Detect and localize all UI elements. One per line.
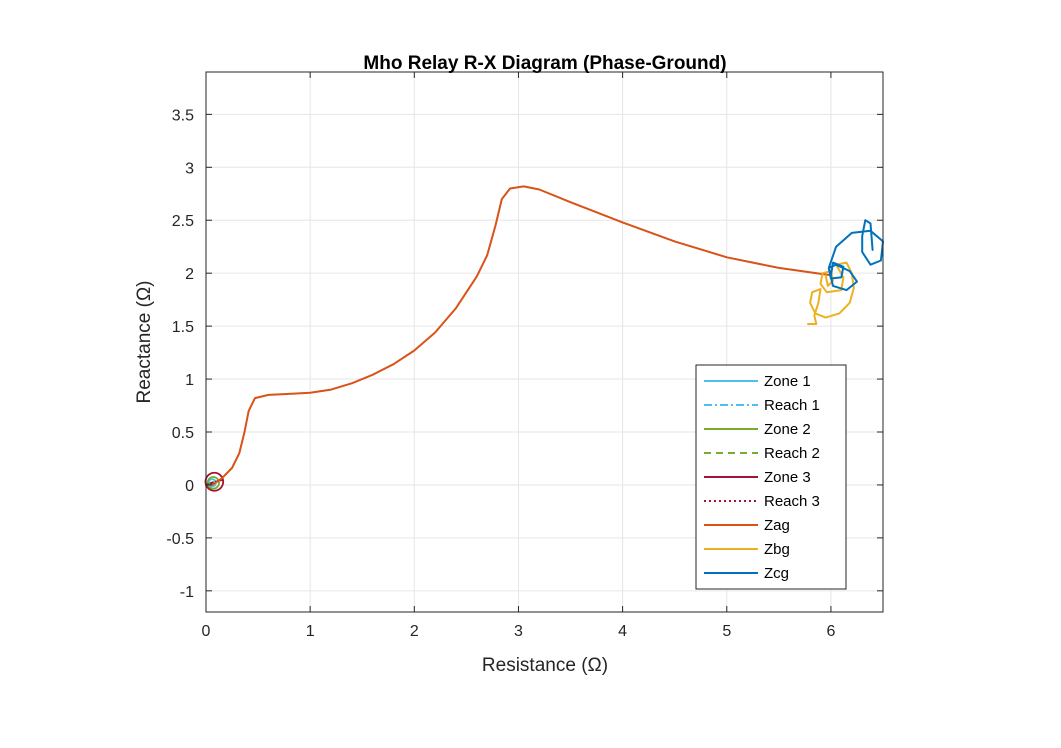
y-tick-label: 3.5: [172, 107, 194, 124]
legend-label-reach-3: Reach 3: [764, 493, 820, 510]
y-tick-label: 1.5: [172, 319, 194, 336]
y-axis-label: Reactance (Ω): [134, 281, 155, 404]
legend-label-zbg: Zbg: [764, 541, 790, 558]
y-tick-label: -1: [180, 584, 194, 601]
x-tick-label: 0: [202, 623, 211, 640]
legend-label-zone-3: Zone 3: [764, 469, 811, 486]
legend-label-zcg: Zcg: [764, 565, 789, 582]
y-tick-label: 3: [185, 160, 194, 177]
y-tick-label: 0.5: [172, 425, 194, 442]
y-tick-label: 0: [185, 478, 194, 495]
zcg-line: [827, 219, 884, 292]
legend-label-zag: Zag: [764, 517, 790, 534]
y-tick-label: 1: [185, 372, 194, 389]
x-tick-label: 2: [410, 623, 419, 640]
zone-3-circle: [204, 471, 225, 492]
ticks: 0 1 2 3 4 5 6 -1 -0.5 0 0.5 1 1.5 2 2.5 3 3.5: [166, 72, 883, 640]
legend-label-reach-1: Reach 1: [764, 397, 820, 414]
plot-area-frame: [205, 71, 884, 613]
y-tick-label: 2.5: [172, 213, 194, 230]
x-axis-label: Resistance (Ω): [482, 655, 608, 676]
zbg-line: [807, 261, 855, 325]
legend-label-zone-2: Zone 2: [764, 421, 811, 438]
zag-line: [211, 185, 832, 486]
x-tick-label: 5: [722, 623, 731, 640]
plot-series: [204, 185, 884, 492]
y-tick-label: 2: [185, 266, 194, 283]
x-tick-label: 1: [306, 623, 315, 640]
legend-label-reach-2: Reach 2: [764, 445, 820, 462]
x-tick-label: 4: [618, 623, 627, 640]
y-tick-label: -0.5: [166, 531, 194, 548]
x-tick-label: 3: [514, 623, 523, 640]
grid: [205, 72, 883, 612]
zone-2-circle: [206, 476, 220, 490]
x-tick-label: 6: [826, 623, 835, 640]
legend: Zone 1 Reach 1 Zone 2 Reach 2 Zone 3 Reach 3 Z…: [695, 364, 847, 590]
legend-label-zone-1: Zone 1: [764, 373, 811, 390]
chart-title: Mho Relay R-X Diagram (Phase-Ground): [363, 53, 726, 74]
